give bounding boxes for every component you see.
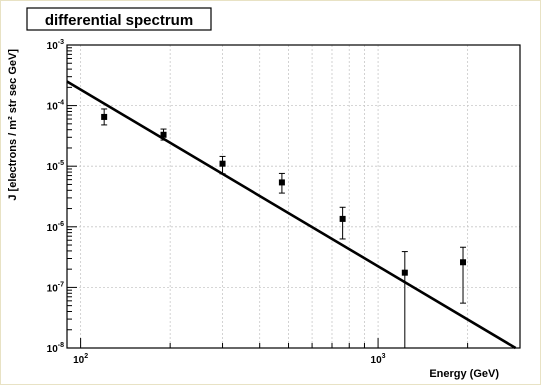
data-points-layer: [101, 108, 467, 348]
data-point: [219, 155, 226, 175]
data-point: [401, 251, 408, 348]
y-tick-label: 10-5: [47, 160, 64, 173]
x-tick-labels: 102 103: [73, 353, 386, 366]
y-tick-label: 10-7: [47, 281, 64, 294]
y-tick-label: 10-4: [47, 100, 64, 113]
data-marker: [278, 179, 285, 186]
data-point: [278, 172, 285, 194]
chart-title-box: differential spectrum: [26, 7, 212, 31]
y-axis-title: J [electrons / m² str sec GeV]: [7, 49, 19, 201]
plot-border: [66, 44, 521, 349]
x-tick-label: 102: [73, 353, 88, 366]
data-point: [339, 206, 346, 240]
data-point: [460, 246, 467, 304]
y-tick-label: 10-6: [47, 221, 64, 234]
chart-title: differential spectrum: [45, 12, 193, 29]
y-tick-labels: 10-8 10-7 10-6 10-5 10-4 10-3: [47, 39, 64, 355]
power-law-fit-line: [66, 80, 517, 350]
axis-ticks: [66, 44, 521, 349]
y-tick-label: 10-8: [47, 342, 64, 355]
data-point: [160, 128, 167, 141]
data-marker: [339, 215, 346, 222]
plot-area: [67, 45, 520, 348]
x-tick-label: 103: [371, 353, 386, 366]
data-marker: [219, 160, 226, 167]
fit-line-layer: [66, 80, 517, 350]
data-marker: [160, 131, 167, 138]
y-tick-label: 10-3: [47, 39, 64, 52]
data-marker: [101, 113, 108, 120]
data-marker: [460, 259, 467, 266]
data-point: [101, 108, 108, 126]
data-marker: [401, 269, 408, 276]
x-axis-title: Energy (GeV): [429, 368, 499, 380]
